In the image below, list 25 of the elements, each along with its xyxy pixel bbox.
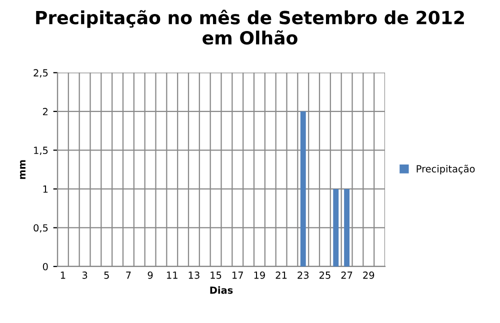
x-tick-label: 7 — [126, 272, 131, 279]
y-tick-label: 1,5 — [34, 146, 48, 156]
x-tick-label: 27 — [341, 272, 352, 279]
x-axis-title: Dias — [210, 286, 233, 294]
y-axis-title: mm — [20, 160, 26, 179]
x-tick-label: 15 — [210, 272, 222, 279]
x-tick-label: 19 — [254, 272, 265, 279]
x-tick-label: 11 — [167, 272, 178, 279]
legend-label: Precipitação — [416, 164, 475, 174]
x-tick-label: 23 — [298, 272, 309, 279]
x-tick-label: 9 — [148, 272, 153, 279]
x-tick-label: 13 — [188, 272, 200, 279]
chart-title: Precipitação no mês de Setembro de 2012 em Olhão — [36, 10, 464, 45]
y-tick-label: 2,5 — [34, 69, 48, 78]
y-tick-label: 0,5 — [34, 224, 48, 233]
x-tick-label: 1 — [60, 272, 66, 279]
x-tick-label: 21 — [276, 272, 287, 279]
y-tick-label: 2 — [43, 108, 48, 116]
y-tick-label: 1 — [43, 186, 48, 193]
x-tick-label: 25 — [319, 272, 330, 279]
x-tick-label: 3 — [82, 272, 88, 279]
y-tick-label: 0 — [42, 262, 48, 270]
x-tick-label: 17 — [232, 272, 243, 279]
x-tick-label: 29 — [363, 272, 374, 279]
x-tick-label: 5 — [104, 272, 109, 279]
